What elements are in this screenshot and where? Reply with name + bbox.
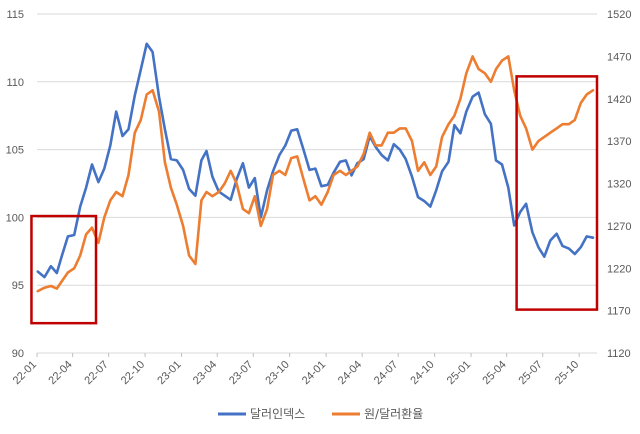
x-tick-label: 24-07 bbox=[372, 359, 400, 387]
x-tick-label: 23-07 bbox=[227, 359, 255, 387]
x-tick-label: 24-10 bbox=[408, 359, 436, 387]
series-line-dollar-index bbox=[36, 42, 595, 279]
highlight-boxes bbox=[30, 75, 599, 325]
legend-label: 원/달러환율 bbox=[364, 407, 423, 421]
highlight-box bbox=[515, 75, 599, 311]
y-left-tick-label: 95 bbox=[12, 280, 24, 292]
y-right-tick-label: 1520 bbox=[607, 9, 631, 21]
gridlines bbox=[37, 13, 597, 354]
x-tick-label: 23-04 bbox=[191, 359, 219, 387]
series-lines bbox=[36, 42, 595, 293]
highlight-box bbox=[30, 214, 98, 325]
y-axis-left: 90 95 100 105 110 115 bbox=[6, 9, 24, 360]
x-tick-label: 22-10 bbox=[119, 359, 147, 387]
x-tick-label: 22-01 bbox=[11, 359, 39, 387]
x-tick-label: 24-04 bbox=[336, 359, 364, 387]
x-tick-label: 24-01 bbox=[300, 359, 328, 387]
x-tick-label: 25-07 bbox=[516, 359, 544, 387]
y-axis-right: 1120 1170 1220 1270 1320 1370 1420 1470 1520 bbox=[607, 9, 631, 360]
x-tick-label: 25-01 bbox=[445, 359, 473, 387]
x-tick-label: 23-01 bbox=[155, 359, 183, 387]
y-right-tick-label: 1220 bbox=[607, 263, 631, 275]
series-line-krw-usd bbox=[36, 55, 595, 293]
x-tick-label: 22-07 bbox=[82, 359, 110, 387]
x-tick-label: 25-10 bbox=[553, 359, 581, 387]
y-right-tick-label: 1470 bbox=[607, 51, 631, 63]
legend: 달러인덱스 원/달러환율 bbox=[218, 407, 423, 421]
y-left-tick-label: 105 bbox=[6, 145, 24, 157]
y-left-tick-label: 100 bbox=[6, 212, 24, 224]
x-tick-label: 22-04 bbox=[46, 359, 74, 387]
y-right-tick-label: 1320 bbox=[607, 179, 631, 191]
x-tick-label: 23-10 bbox=[263, 359, 291, 387]
x-tick-label: 25-04 bbox=[480, 359, 508, 387]
x-axis: 22-01 22-04 22-07 22-10 23-01 23-04 23-07 23-10… bbox=[11, 353, 581, 387]
legend-label: 달러인덱스 bbox=[250, 407, 305, 421]
y-left-tick-label: 90 bbox=[12, 348, 24, 360]
y-left-tick-label: 115 bbox=[6, 9, 24, 21]
y-right-tick-label: 1270 bbox=[607, 221, 631, 233]
y-right-tick-label: 1370 bbox=[607, 136, 631, 148]
y-left-tick-label: 110 bbox=[6, 77, 24, 89]
y-right-tick-label: 1120 bbox=[607, 348, 631, 360]
y-right-tick-label: 1420 bbox=[607, 94, 631, 106]
y-right-tick-label: 1170 bbox=[607, 306, 631, 318]
